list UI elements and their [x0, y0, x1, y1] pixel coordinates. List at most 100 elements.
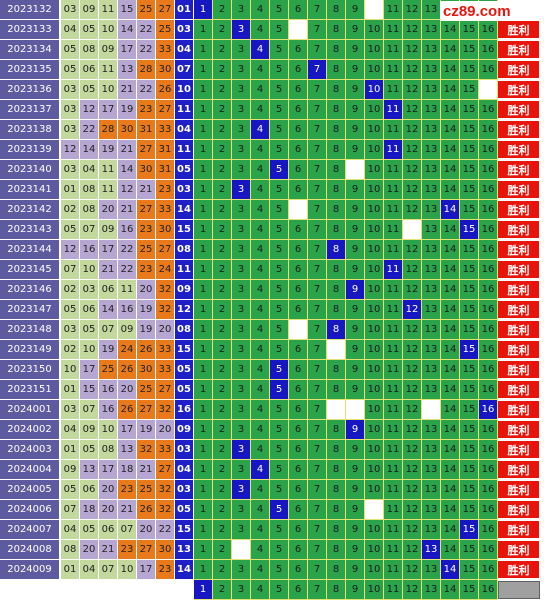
grid-number-cell: 1 [194, 80, 213, 100]
grid-number-cell: 11 [384, 300, 403, 320]
drawn-number-cell: 04 [80, 560, 99, 580]
grid-number-cell: 15 [460, 60, 479, 80]
grid-number-cell: 11 [384, 480, 403, 500]
grid-number-cell: 12 [403, 160, 422, 180]
grid-number-cell: 5 [270, 180, 289, 200]
win-badge: 胜利 [498, 21, 540, 39]
grid-number-cell: 5 [270, 100, 289, 120]
grid-number-cell: 7 [308, 320, 327, 340]
grid-number-cell: 4 [251, 180, 270, 200]
drawn-number-cell: 03 [61, 320, 80, 340]
win-badge: 胜利 [498, 61, 540, 79]
grid-number-cell: 11 [384, 220, 403, 240]
drawn-number-cell: 19 [118, 100, 137, 120]
grid-number-cell: 2 [213, 40, 232, 60]
drawn-number-cell: 31 [156, 140, 175, 160]
grid-number-cell: 16 [479, 180, 498, 200]
grid-number-cell: 6 [289, 140, 308, 160]
drawn-number-cell: 02 [61, 340, 80, 360]
grid-number-cell: 15 [460, 240, 479, 260]
grid-number-cell: 10 [365, 580, 384, 600]
special-number-cell: 11 [175, 100, 194, 120]
grid-number-cell: 11 [384, 360, 403, 380]
drawn-number-cell: 20 [137, 280, 156, 300]
hit-number-cell: 14 [441, 200, 460, 220]
drawn-number-cell: 17 [137, 560, 156, 580]
drawn-number-cell: 22 [156, 520, 175, 540]
win-badge: 胜利 [498, 281, 540, 299]
grid-number-cell: 15 [460, 80, 479, 100]
grid-number-cell: 7 [308, 260, 327, 280]
grid-number-cell: 16 [479, 20, 498, 40]
win-badge: 胜利 [498, 41, 540, 59]
grid-number-cell: 12 [403, 340, 422, 360]
grid-number-cell: 2 [213, 560, 232, 580]
drawn-number-cell: 28 [137, 60, 156, 80]
special-number-cell: 05 [175, 360, 194, 380]
grid-number-cell: 2 [213, 140, 232, 160]
grid-number-cell: 2 [213, 280, 232, 300]
grid-number-cell: 10 [365, 400, 384, 420]
grid-number-cell: 7 [308, 100, 327, 120]
win-badge: 胜利 [498, 81, 540, 99]
drawn-number-cell: 17 [99, 100, 118, 120]
grid-number-cell: 3 [232, 280, 251, 300]
grid-number-cell [232, 540, 251, 560]
drawn-number-cell: 20 [99, 480, 118, 500]
grid-number-cell: 10 [365, 300, 384, 320]
grid-number-cell: 11 [384, 580, 403, 600]
drawn-number-cell: 21 [118, 200, 137, 220]
site-logo[interactable]: cz89.com [440, 1, 511, 21]
drawn-number-cell: 21 [137, 180, 156, 200]
period-cell: 2024004 [0, 460, 60, 480]
grid-number-cell: 8 [327, 380, 346, 400]
drawn-number-cell: 24 [156, 260, 175, 280]
grid-number-cell: 4 [251, 260, 270, 280]
grid-number-cell: 2 [213, 300, 232, 320]
grid-number-cell: 10 [365, 560, 384, 580]
period-cell: 2024009 [0, 560, 60, 580]
drawn-number-cell: 20 [80, 540, 99, 560]
grid-number-cell: 5 [270, 520, 289, 540]
special-number-cell [175, 580, 194, 600]
grid-number-cell: 12 [403, 40, 422, 60]
grid-number-cell: 6 [289, 540, 308, 560]
grid-number-cell: 15 [460, 20, 479, 40]
grid-number-cell: 4 [251, 80, 270, 100]
grid-number-cell: 16 [479, 200, 498, 220]
hit-number-cell: 11 [384, 140, 403, 160]
hit-number-cell: 11 [384, 100, 403, 120]
grid-number-cell: 14 [441, 540, 460, 560]
drawn-number-cell: 08 [80, 200, 99, 220]
drawn-number-cell: 02 [61, 200, 80, 220]
special-number-cell: 04 [175, 120, 194, 140]
grid-number-cell: 12 [403, 380, 422, 400]
drawn-number-cell: 12 [61, 140, 80, 160]
drawn-number-cell: 30 [118, 120, 137, 140]
grid-number-cell: 15 [460, 300, 479, 320]
grid-number-cell: 16 [479, 60, 498, 80]
period-cell: 2023149 [0, 340, 60, 360]
special-number-cell: 11 [175, 140, 194, 160]
win-badge: 胜利 [498, 521, 540, 539]
grid-number-cell: 14 [441, 260, 460, 280]
grid-number-cell: 6 [289, 80, 308, 100]
grid-number-cell: 2 [213, 320, 232, 340]
period-cell: 2023133 [0, 20, 60, 40]
grid-number-cell: 5 [270, 40, 289, 60]
drawn-number-cell: 20 [99, 200, 118, 220]
drawn-number-cell: 33 [156, 360, 175, 380]
drawn-number-cell: 20 [137, 520, 156, 540]
grid-number-cell: 10 [365, 100, 384, 120]
grid-number-cell: 2 [213, 500, 232, 520]
grid-number-cell: 9 [346, 100, 365, 120]
hit-number-cell: 8 [327, 320, 346, 340]
grid-number-cell: 16 [479, 580, 498, 600]
special-number-cell: 09 [175, 280, 194, 300]
grid-number-cell: 3 [232, 580, 251, 600]
grid-number-cell: 6 [289, 240, 308, 260]
grid-number-cell [289, 200, 308, 220]
hit-number-cell: 9 [346, 420, 365, 440]
grid-number-cell: 1 [194, 220, 213, 240]
hit-number-cell: 5 [270, 380, 289, 400]
